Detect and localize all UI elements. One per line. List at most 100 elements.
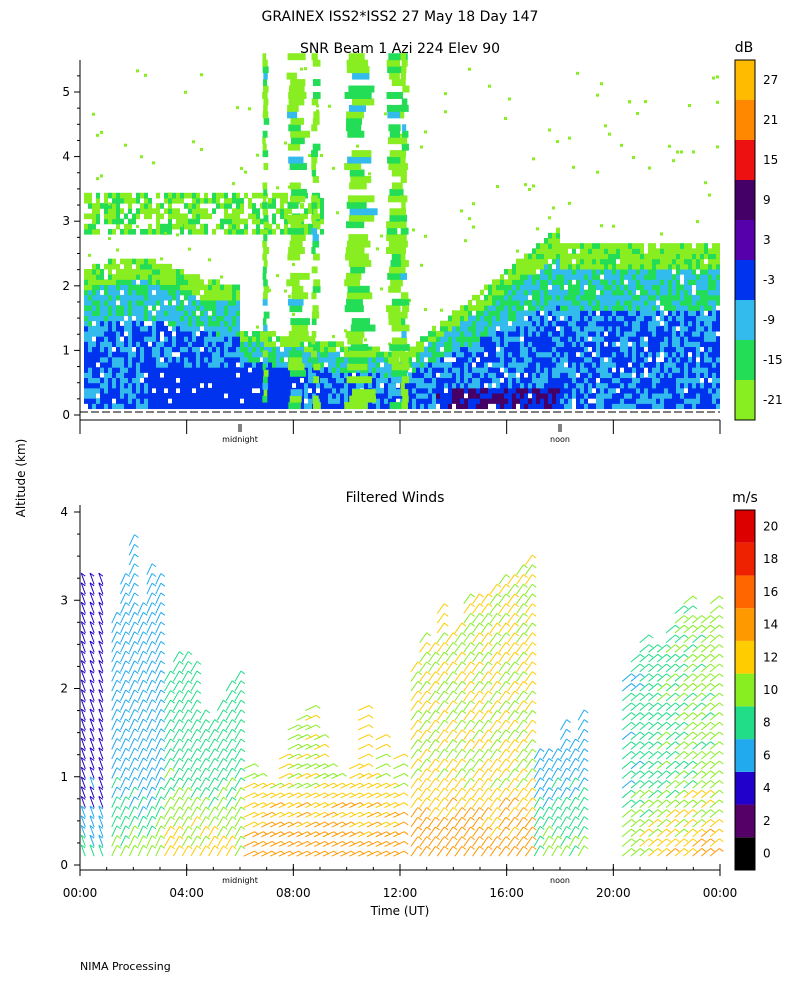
snr-cell [380,403,384,409]
snr-cell [452,326,456,332]
snr-cell [344,163,361,170]
snr-cell [592,290,596,296]
snr-cell [108,274,112,280]
snr-cell [496,367,500,373]
snr-cell [620,403,624,409]
snr-cell [592,341,596,347]
snr-cell [536,383,540,389]
snr-cell [268,347,272,353]
snr-cell [264,389,268,396]
snr-cell [432,367,436,373]
snr-cell [608,316,612,322]
snr-cell [188,229,192,235]
snr-cell [148,357,152,363]
wind-barb-flag [126,661,130,664]
snr-cell [668,243,672,249]
snr-cell [568,279,572,285]
snr-cell [460,326,464,332]
snr-cell [604,264,608,270]
snr-cell [668,259,672,265]
snr-cell [208,362,212,368]
snr-cell [620,372,624,378]
snr-cell [402,215,407,222]
snr-cell [136,393,140,399]
snr-cell [128,224,132,230]
snr-cell [346,299,363,306]
snr-cell [716,336,720,342]
snr-cell [244,357,248,363]
snr-cell [84,321,88,327]
snr-cell [616,398,620,404]
snr-cell [196,321,200,327]
snr-cell [552,393,556,399]
snr-cell [424,383,428,389]
snr-cell [504,316,508,322]
snr-cell [84,367,88,373]
snr-cell [412,228,415,231]
snr-cell [576,367,580,373]
snr-cell [116,388,120,394]
snr-cell [144,347,148,353]
wind-barb [129,583,134,594]
snr-cell [124,341,128,347]
snr-cell [144,269,148,275]
snr-cell [160,269,164,275]
snr-cell [556,347,560,353]
wind-barb-flag [126,612,130,615]
snr-cell [420,264,423,267]
colorbar-tick-label: 21 [763,113,778,127]
wind-barb [182,681,188,691]
wind-barb-flag [134,622,138,625]
snr-cell [132,310,136,316]
snr-cell [596,383,600,389]
snr-cell [476,300,480,306]
snr-cell [164,264,168,270]
snr-cell [672,372,676,378]
wind-barb [121,758,126,769]
snr-cell [280,208,284,214]
wind-barb [138,826,143,837]
snr-cell [112,331,116,337]
snr-cell [280,341,284,347]
snr-cell [612,269,616,275]
snr-cell [292,286,303,293]
snr-cell [664,316,668,322]
snr-cell [508,393,512,399]
snr-cell [332,362,336,368]
snr-cell [608,372,612,378]
snr-cell [420,398,424,404]
snr-cell [612,362,616,368]
snr-cell [656,383,660,389]
snr-cell [644,326,648,332]
snr-cell [548,378,552,384]
snr-cell [232,362,236,368]
snr-cell [688,310,692,316]
snr-cell [552,254,556,260]
snr-cell [400,273,407,280]
snr-cell [248,372,252,378]
snr-cell [556,341,560,347]
snr-cell [600,279,604,285]
snr-cell [684,321,688,327]
snr-cell [212,393,216,399]
snr-cell [376,372,380,378]
snr-cell [528,372,532,378]
snr-cell [580,310,584,316]
snr-cell [340,362,344,368]
snr-cell [532,372,536,378]
snr-cell [568,326,572,332]
snr-cell [688,259,692,265]
wind-barb-flag [161,709,165,712]
snr-cell [572,326,576,332]
snr-cell [636,321,640,327]
snr-cell [520,372,524,378]
wind-barb [147,777,152,788]
snr-cell [152,341,156,347]
snr-cell [401,402,407,409]
snr-cell [96,274,100,280]
snr-cell [96,398,100,404]
snr-cell [192,229,196,235]
snr-cell [312,98,319,105]
snr-cell [436,388,440,394]
snr-cell [236,326,240,332]
